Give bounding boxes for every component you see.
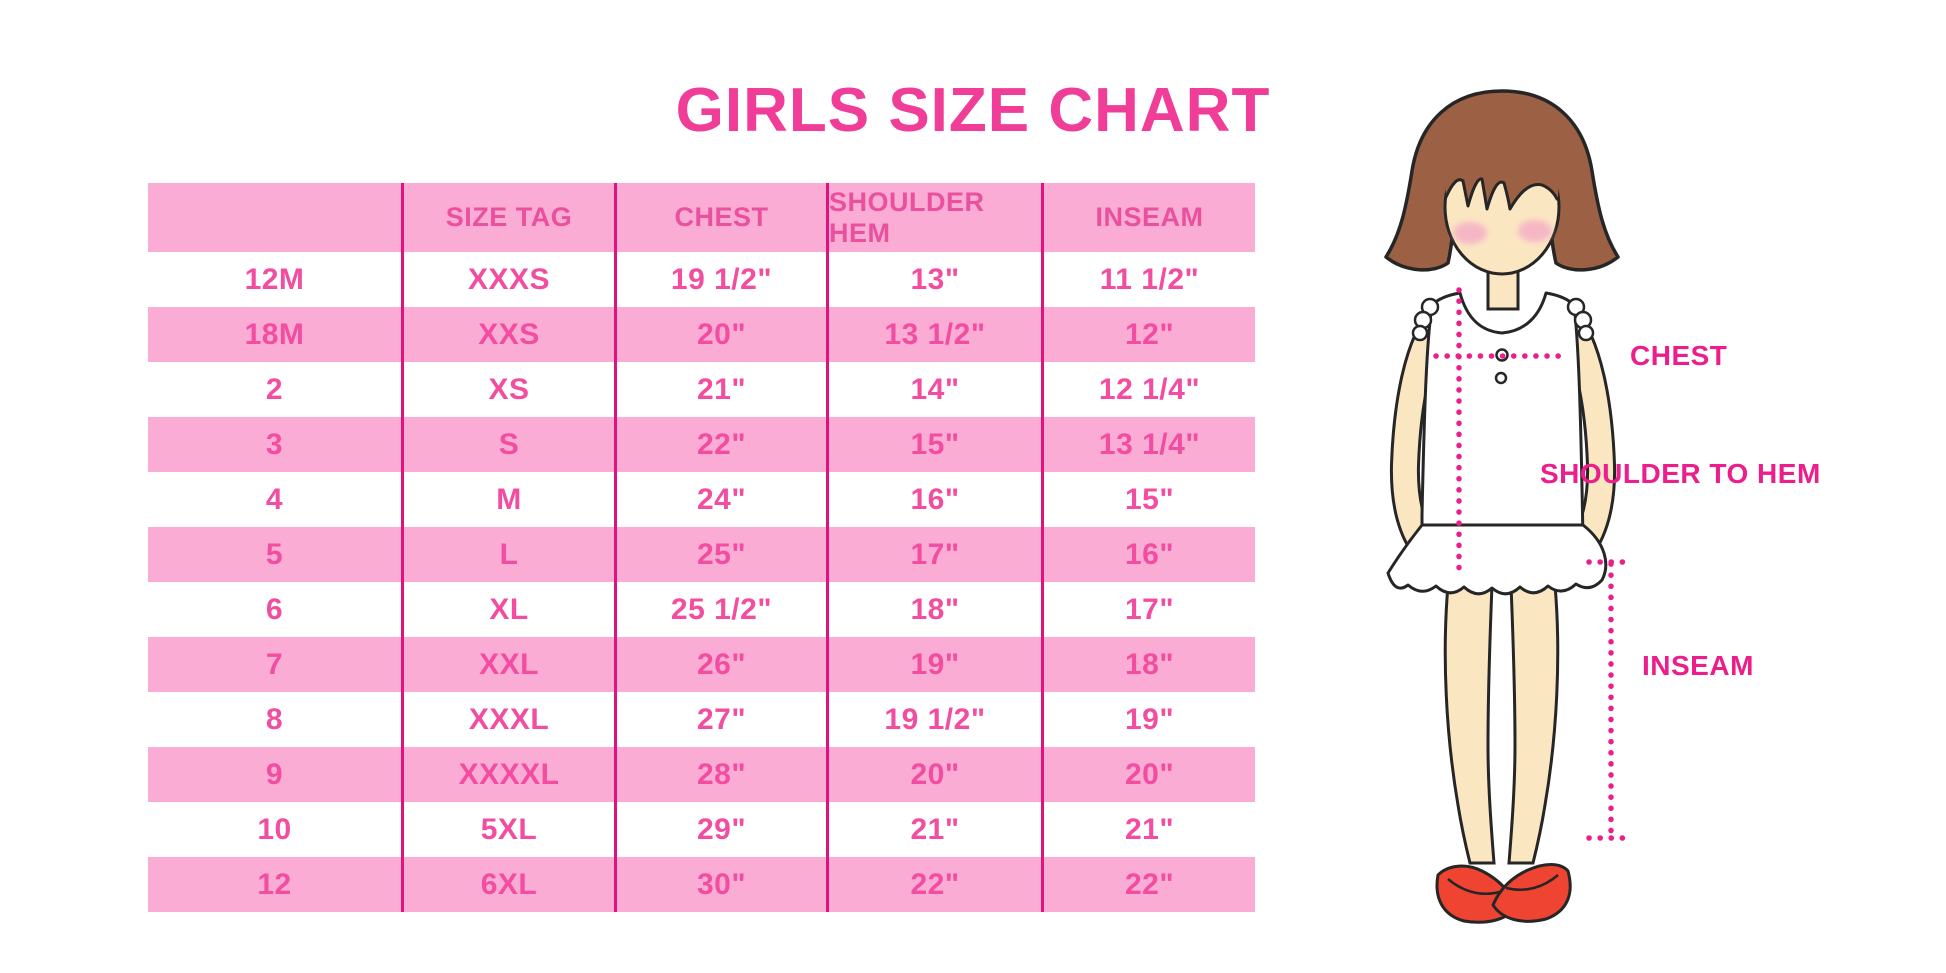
table-cell: XXXXL <box>401 747 614 802</box>
table-cell: 25 1/2" <box>614 582 826 637</box>
girl-arm-right <box>1552 305 1614 563</box>
table-cell: 16" <box>1041 527 1255 582</box>
table-cell: 13" <box>826 252 1041 307</box>
girl-illustration <box>1384 89 1634 924</box>
table-cell: 3 <box>148 417 401 472</box>
girl-blush-left <box>1453 222 1487 244</box>
girl-shoulder-ruffles <box>1411 297 1595 342</box>
girl-shoe-right-strap <box>1505 874 1559 892</box>
table-cell: 18" <box>1041 637 1255 692</box>
girl-leg-left <box>1443 583 1496 865</box>
table-cell: 16" <box>826 472 1041 527</box>
table-cell: 10 <box>148 802 401 857</box>
table-cell: 4 <box>148 472 401 527</box>
chest-label: CHEST <box>1630 340 1728 371</box>
girl-arm-left <box>1392 305 1454 563</box>
page-title: GIRLS SIZE CHART <box>675 75 1271 145</box>
table-cell: 29" <box>614 802 826 857</box>
table-cell: 19" <box>1041 692 1255 747</box>
girl-dress-bodice <box>1420 291 1585 543</box>
table-cell: 22" <box>614 417 826 472</box>
shoulder-to-hem-label: SHOULDER TO HEM <box>1540 458 1821 489</box>
girl-dress-button-bottom <box>1494 371 1508 385</box>
table-cell: 17" <box>1041 582 1255 637</box>
table-cell: 18" <box>826 582 1041 637</box>
girl-blush-right <box>1518 220 1552 242</box>
table-cell: XXS <box>401 307 614 362</box>
table-cell: 27" <box>614 692 826 747</box>
table-cell: XS <box>401 362 614 417</box>
table-cell: XXXL <box>401 692 614 747</box>
table-cell: 5 <box>148 527 401 582</box>
girl-fringe-edge <box>1444 177 1559 211</box>
table-cell: 13 1/2" <box>826 307 1041 362</box>
girl-shoe-left-strap <box>1447 878 1501 896</box>
table-cell: 12M <box>148 252 401 307</box>
table-cell: 20" <box>826 747 1041 802</box>
header-cell: SHOULDER HEM <box>826 183 1041 252</box>
table-cell: 13 1/4" <box>1041 417 1255 472</box>
inseam-label: INSEAM <box>1642 650 1754 681</box>
table-cell: 22" <box>1041 857 1255 912</box>
header-cell: CHEST <box>614 183 826 252</box>
table-cell: 28" <box>614 747 826 802</box>
table-cell: 24" <box>614 472 826 527</box>
table-cell: XXL <box>401 637 614 692</box>
table-cell: 20" <box>614 307 826 362</box>
table-cell: 30" <box>614 857 826 912</box>
table-cell: L <box>401 527 614 582</box>
girl-skirt <box>1386 523 1608 596</box>
table-cell: 12 1/4" <box>1041 362 1255 417</box>
table-cell: 19 1/2" <box>826 692 1041 747</box>
table-cell: 14" <box>826 362 1041 417</box>
table-cell: 12 <box>148 857 401 912</box>
girl-bangs <box>1445 97 1559 209</box>
girl-leg-right <box>1507 583 1560 865</box>
table-cell: 6 <box>148 582 401 637</box>
table-cell: 6XL <box>401 857 614 912</box>
table-cell: 25" <box>614 527 826 582</box>
table-cell: 20" <box>1041 747 1255 802</box>
table-cell: 15" <box>1041 472 1255 527</box>
size-table: SIZE TAG CHEST SHOULDER HEM INSEAM 12M XXXS 19… <box>148 183 1255 912</box>
table-cell: 15" <box>826 417 1041 472</box>
table-cell: 9 <box>148 747 401 802</box>
table-cell: 7 <box>148 637 401 692</box>
table-cell: 21" <box>614 362 826 417</box>
table-cell: 2 <box>148 362 401 417</box>
table-cell: 21" <box>826 802 1041 857</box>
table-cell: XL <box>401 582 614 637</box>
table-cell: XXXS <box>401 252 614 307</box>
header-cell: INSEAM <box>1041 183 1255 252</box>
table-cell: 12" <box>1041 307 1255 362</box>
table-cell: 8 <box>148 692 401 747</box>
table-cell: 17" <box>826 527 1041 582</box>
table-cell: 21" <box>1041 802 1255 857</box>
table-cell: 5XL <box>401 802 614 857</box>
header-cell <box>148 183 401 252</box>
table-cell: 19 1/2" <box>614 252 826 307</box>
table-cell: M <box>401 472 614 527</box>
table-cell: S <box>401 417 614 472</box>
table-cell: 22" <box>826 857 1041 912</box>
table-cell: 19" <box>826 637 1041 692</box>
girl-shoe-right <box>1491 863 1572 923</box>
table-cell: 26" <box>614 637 826 692</box>
table-cell: 18M <box>148 307 401 362</box>
header-cell: SIZE TAG <box>401 183 614 252</box>
table-cell: 11 1/2" <box>1041 252 1255 307</box>
